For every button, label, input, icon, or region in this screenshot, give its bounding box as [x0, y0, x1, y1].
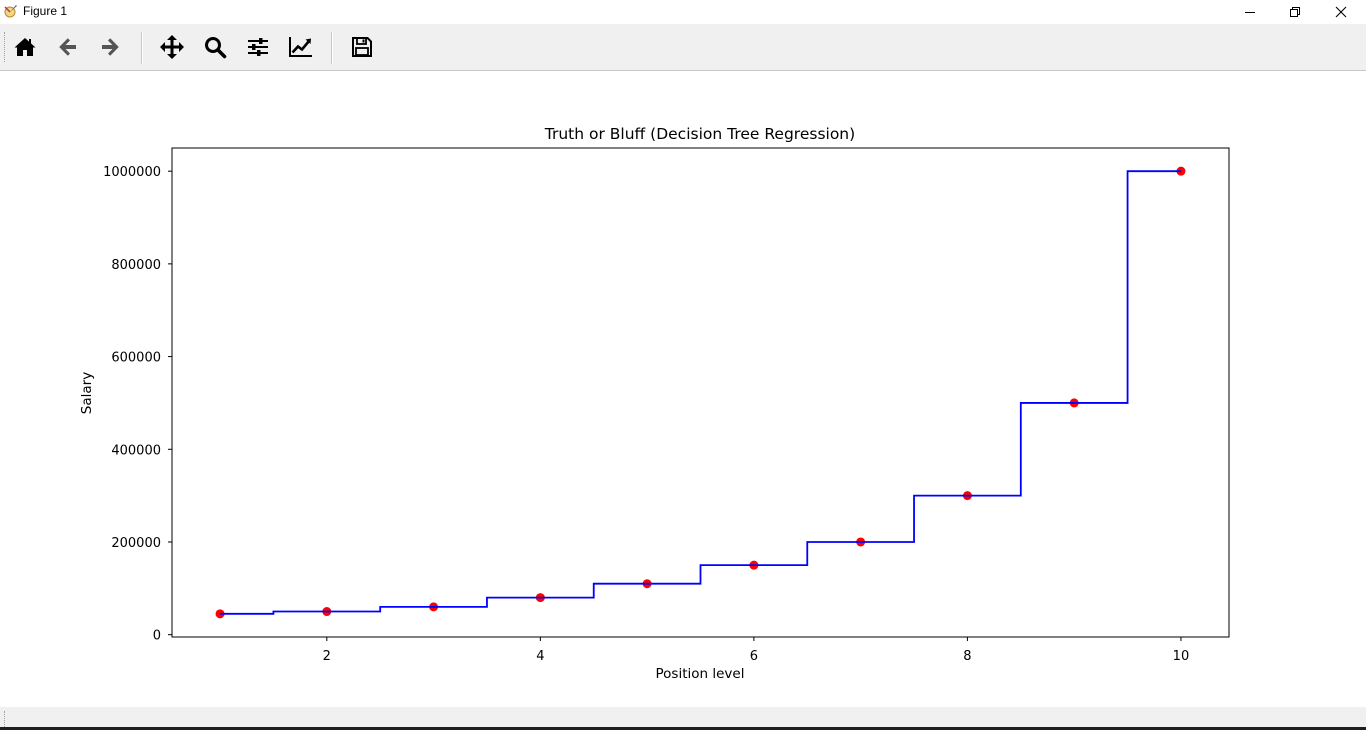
home-button[interactable]	[8, 30, 42, 64]
regression-step-line	[220, 170, 1181, 615]
chart-title: Truth or Bluff (Decision Tree Regression…	[544, 125, 855, 143]
y-tick-label: 1000000	[103, 165, 161, 180]
x-tick-label: 10	[1173, 649, 1190, 664]
configure-subplots-button[interactable]	[241, 30, 275, 64]
home-icon	[14, 38, 36, 56]
axes-frame	[171, 147, 1230, 638]
close-button[interactable]	[1318, 0, 1364, 24]
sliders-icon	[248, 38, 268, 56]
plot-area	[215, 166, 1186, 619]
restore-icon	[1290, 7, 1300, 17]
status-grip	[4, 711, 7, 727]
x-axis-label: Position level	[656, 666, 745, 682]
matplotlib-figure-icon	[4, 5, 17, 18]
x-tick-label: 2	[323, 649, 331, 664]
y-tick-label: 0	[153, 629, 161, 644]
y-axis: 0 200000 400000 600000 800000 1000000	[103, 165, 172, 644]
y-tick-label: 200000	[111, 536, 161, 551]
pan-button[interactable]	[155, 30, 189, 64]
x-tick-label: 8	[963, 649, 971, 664]
move-icon	[160, 35, 184, 59]
search-icon	[205, 37, 227, 59]
x-axis: 2 4 6 8 10	[323, 637, 1190, 664]
zoom-button[interactable]	[198, 30, 232, 64]
forward-button[interactable]	[93, 30, 127, 64]
toolbar-separator	[331, 32, 333, 64]
line-chart-icon	[289, 37, 312, 57]
close-icon	[1335, 6, 1347, 18]
arrow-left-icon	[59, 38, 76, 56]
edit-parameters-button[interactable]	[284, 30, 318, 64]
minimize-button[interactable]	[1227, 0, 1273, 24]
window-title: Figure 1	[23, 4, 68, 18]
status-bar	[0, 707, 1366, 730]
y-tick-label: 600000	[111, 351, 161, 366]
y-tick-label: 800000	[111, 258, 161, 273]
arrow-right-icon	[102, 38, 119, 56]
chart[interactable]: Truth or Bluff (Decision Tree Regression…	[0, 71, 1366, 707]
x-tick-label: 4	[536, 649, 544, 664]
save-icon	[352, 37, 372, 57]
toolbar-separator	[141, 32, 143, 64]
figure-canvas[interactable]: Truth or Bluff (Decision Tree Regression…	[0, 71, 1366, 707]
minimize-icon	[1245, 12, 1255, 13]
back-button[interactable]	[51, 30, 85, 64]
taskbar-edge	[0, 727, 1366, 730]
navigation-toolbar	[0, 24, 1366, 71]
save-button[interactable]	[345, 30, 379, 64]
toolbar-grip[interactable]	[4, 32, 7, 62]
window-titlebar: Figure 1	[0, 0, 1366, 24]
restore-button[interactable]	[1272, 0, 1318, 24]
y-axis-label: Salary	[79, 372, 95, 414]
x-tick-label: 6	[750, 649, 758, 664]
y-tick-label: 400000	[111, 443, 161, 458]
